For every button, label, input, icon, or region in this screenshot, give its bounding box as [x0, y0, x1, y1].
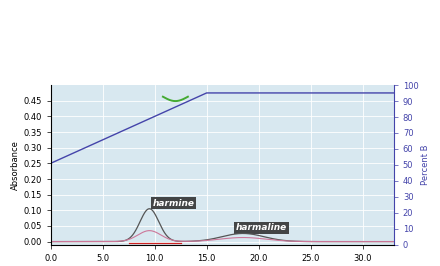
Y-axis label: Percent B: Percent B: [422, 145, 430, 185]
Text: ethyl acetate gradient solvent system: ethyl acetate gradient solvent system: [108, 57, 332, 67]
Y-axis label: Absorbance: Absorbance: [11, 140, 20, 190]
Text: harmine: harmine: [153, 199, 194, 208]
Text: Separation of harmine and harmaline on an amine column with hexane/: Separation of harmine and harmaline on a…: [8, 25, 432, 35]
Text: harmaline: harmaline: [236, 223, 287, 232]
